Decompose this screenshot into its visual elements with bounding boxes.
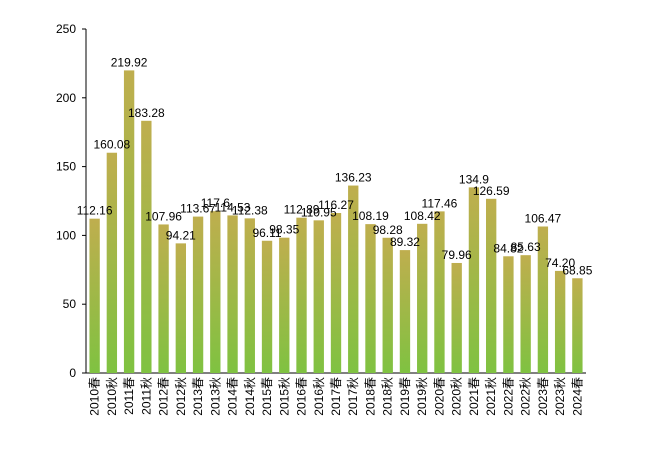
bar bbox=[158, 224, 169, 373]
x-category-label: 2024春 bbox=[570, 377, 584, 416]
bar-value-label: 85.63 bbox=[511, 240, 541, 254]
y-tick-label: 150 bbox=[56, 160, 76, 174]
bar bbox=[330, 213, 342, 373]
x-category-label: 2021秋 bbox=[484, 377, 498, 416]
x-category-label: 2015春 bbox=[260, 377, 274, 416]
bar-value-label: 106.47 bbox=[525, 211, 562, 225]
bar bbox=[572, 278, 583, 373]
bar-value-label: 74.20 bbox=[545, 256, 575, 270]
bar bbox=[417, 223, 428, 373]
x-category-label: 2010春 bbox=[88, 377, 102, 416]
bar-value-label: 113.67 bbox=[180, 202, 216, 216]
x-category-label: 2018秋 bbox=[381, 377, 395, 416]
data-labels-group: 112.16 160.08 219.92 183.28 107.96 94.21 113.6… bbox=[77, 55, 593, 277]
bar-value-label: 108.19 bbox=[352, 209, 389, 223]
bar-value-label: 134.9 bbox=[459, 172, 489, 186]
x-category-label: 2019秋 bbox=[415, 377, 429, 416]
bar-value-label: 126.59 bbox=[473, 184, 510, 198]
x-category-label: 2011秋 bbox=[139, 377, 153, 415]
x-category-label: 2017春 bbox=[329, 377, 343, 416]
bar bbox=[503, 256, 514, 373]
x-category-label: 2019春 bbox=[398, 377, 412, 416]
x-category-label: 2011春 bbox=[122, 377, 136, 415]
x-category-label: 2023秋 bbox=[553, 377, 567, 416]
y-tick-label: 50 bbox=[63, 297, 77, 311]
bar bbox=[468, 187, 480, 373]
bar-value-label: 108.42 bbox=[404, 209, 441, 223]
bar bbox=[382, 237, 393, 373]
bar-value-label: 112.16 bbox=[77, 204, 113, 218]
bar bbox=[244, 218, 255, 373]
bar-value-label: 84.82 bbox=[493, 241, 523, 255]
x-category-label: 2014春 bbox=[226, 377, 240, 416]
bar bbox=[365, 224, 376, 373]
bar bbox=[434, 211, 445, 373]
bar bbox=[537, 226, 549, 373]
bar bbox=[106, 152, 118, 373]
bar-value-label: 98.35 bbox=[269, 223, 299, 237]
x-category-label: 2012春 bbox=[157, 377, 171, 416]
bar bbox=[192, 216, 204, 373]
bars-group bbox=[89, 70, 583, 374]
x-category-label: 2022春 bbox=[501, 377, 515, 416]
x-category-label: 2013秋 bbox=[208, 377, 222, 416]
x-category-label: 2020春 bbox=[432, 377, 446, 416]
y-tick-label: 200 bbox=[56, 91, 76, 105]
bar-value-label: 112.89 bbox=[284, 203, 320, 217]
bar-value-label: 96.11 bbox=[252, 226, 281, 240]
x-category-label: 2013春 bbox=[191, 377, 205, 416]
bar bbox=[520, 255, 531, 373]
bar-value-label: 116.27 bbox=[318, 198, 354, 212]
x-category-label: 2010秋 bbox=[105, 377, 119, 416]
bar bbox=[261, 240, 273, 373]
bar-value-label: 94.21 bbox=[166, 228, 196, 242]
bar bbox=[175, 243, 186, 373]
bar-value-label: 89.32 bbox=[390, 235, 420, 249]
x-category-label: 2016秋 bbox=[312, 377, 326, 416]
x-category-label: 2012秋 bbox=[174, 377, 188, 416]
bar-value-label: 219.92 bbox=[111, 55, 148, 69]
bar bbox=[296, 217, 307, 373]
bar bbox=[313, 220, 324, 373]
bar-value-label: 183.28 bbox=[128, 106, 165, 120]
bar bbox=[486, 198, 497, 373]
x-category-label: 2015秋 bbox=[277, 377, 291, 416]
x-category-label: 2016春 bbox=[295, 377, 309, 416]
x-category-label: 2018春 bbox=[363, 377, 377, 416]
bar bbox=[399, 250, 411, 373]
bar-value-label: 114.53 bbox=[215, 200, 251, 214]
x-category-label: 2021春 bbox=[467, 377, 481, 416]
bar-value-label: 136.23 bbox=[335, 171, 372, 185]
y-axis-ticks: 0 50 100 150 200 250 bbox=[56, 22, 86, 380]
bar bbox=[210, 211, 221, 373]
bar-value-label: 107.96 bbox=[145, 209, 182, 223]
bar bbox=[227, 215, 238, 373]
x-category-label: 2022秋 bbox=[519, 377, 533, 416]
bar-value-label: 110.95 bbox=[301, 205, 337, 219]
bar bbox=[451, 262, 462, 373]
bar-value-label: 98.28 bbox=[373, 223, 403, 237]
bar-value-label: 68.85 bbox=[562, 263, 592, 277]
bar-value-label: 112.38 bbox=[232, 203, 268, 217]
y-tick-label: 0 bbox=[69, 366, 76, 380]
x-category-label: 2017秋 bbox=[346, 377, 360, 416]
x-category-label: 2014秋 bbox=[243, 377, 257, 416]
bar bbox=[89, 218, 100, 373]
bar-value-label: 79.96 bbox=[442, 248, 472, 262]
bar-value-label: 117.46 bbox=[422, 196, 458, 210]
bar bbox=[554, 270, 566, 373]
x-category-label: 2020秋 bbox=[450, 377, 464, 416]
x-axis-labels: 2010春 2010秋 2011春 2011秋 2012春 2012秋 2013春 2013秋… bbox=[88, 377, 585, 416]
bar-value-label: 160.08 bbox=[94, 138, 131, 152]
y-tick-label: 250 bbox=[56, 22, 76, 36]
y-tick-label: 100 bbox=[56, 228, 76, 242]
bar bbox=[123, 70, 135, 374]
bar bbox=[348, 185, 359, 373]
x-category-label: 2023春 bbox=[536, 377, 550, 416]
bar bbox=[279, 237, 290, 373]
bar-value-label: 117.6 bbox=[201, 196, 230, 210]
bar bbox=[141, 120, 152, 373]
